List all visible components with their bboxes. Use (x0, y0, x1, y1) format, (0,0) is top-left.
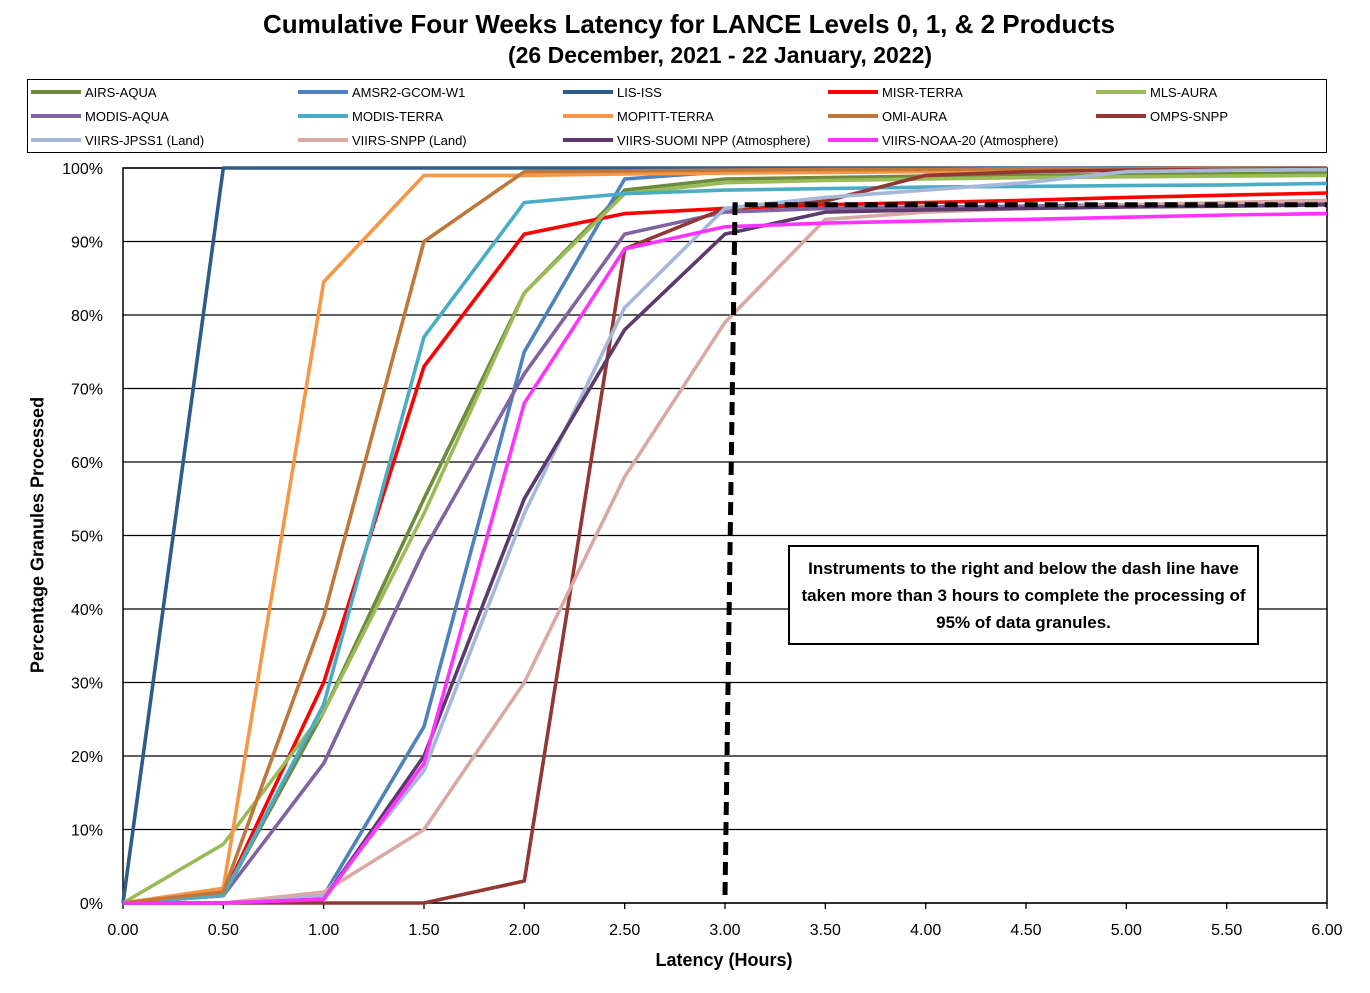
x-tick-label: 2.50 (609, 922, 640, 939)
legend-item: LIS-ISS (563, 80, 662, 104)
x-tick-label: 5.50 (1211, 922, 1242, 939)
legend-swatch (298, 90, 348, 94)
series-line (122, 173, 1328, 905)
chart-title: Cumulative Four Weeks Latency for LANCE … (263, 9, 1115, 39)
legend-swatch (298, 138, 348, 142)
legend-swatch (31, 90, 81, 94)
legend-item: OMI-AURA (828, 104, 947, 128)
legend-item: MOPITT-TERRA (563, 104, 714, 128)
threshold-dash-line (722, 202, 1327, 896)
legend-label: VIIRS-NOAA-20 (Atmosphere) (882, 132, 1059, 148)
series-line (123, 167, 1328, 905)
y-tick-label: 40% (71, 602, 103, 619)
y-tick-label: 20% (71, 749, 103, 766)
y-tick-label: 10% (71, 823, 103, 840)
x-tick-label: 4.50 (1010, 922, 1041, 939)
legend-swatch (563, 90, 613, 94)
x-tick-label: 5.00 (1111, 922, 1142, 939)
x-tick-label: 0.00 (107, 922, 138, 939)
annotation-text: Instruments to the right and below the d… (801, 558, 1246, 632)
x-axis-title: Latency (Hours) (655, 950, 793, 970)
x-tick-label: 0.50 (208, 922, 239, 939)
legend-label: MODIS-AQUA (85, 108, 169, 124)
legend-swatch (563, 114, 613, 118)
legend-label: MOPITT-TERRA (617, 108, 714, 124)
legend-swatch (1096, 90, 1146, 94)
legend-swatch (828, 90, 878, 94)
legend-swatch (563, 138, 613, 142)
legend-swatch (1096, 114, 1146, 118)
y-tick-label: 70% (71, 382, 103, 399)
x-tick-label: 2.00 (509, 922, 540, 939)
legend-label: MLS-AURA (1150, 84, 1218, 100)
y-tick-label: 0% (80, 896, 103, 913)
legend-label: MISR-TERRA (882, 84, 963, 100)
legend-item: MODIS-TERRA (298, 104, 443, 128)
legend-label: LIS-ISS (617, 84, 662, 100)
y-tick-label: 80% (71, 308, 103, 325)
annotation-box: Instruments to the right and below the d… (788, 545, 1259, 645)
y-tick-label: 90% (71, 235, 103, 252)
legend-label: AMSR2-GCOM-W1 (352, 84, 466, 100)
legend-item: VIIRS-SUOMI NPP (Atmosphere) (563, 128, 810, 152)
legend-swatch (828, 138, 878, 142)
legend-label: AIRS-AQUA (85, 84, 157, 100)
x-tick-label: 3.00 (709, 922, 740, 939)
legend-swatch (31, 138, 81, 142)
legend-item: AMSR2-GCOM-W1 (298, 80, 465, 104)
legend-item: MODIS-AQUA (31, 104, 169, 128)
x-tick-label: 1.00 (308, 922, 339, 939)
x-tick-label: 3.50 (810, 922, 841, 939)
legend-label: OMPS-SNPP (1150, 108, 1229, 124)
legend-swatch (828, 114, 878, 118)
legend-item: VIIRS-SNPP (Land) (298, 128, 467, 152)
series-line (123, 211, 1328, 905)
x-tick-label: 4.00 (910, 922, 941, 939)
x-tick-label: 6.00 (1311, 922, 1342, 939)
y-tick-label: 100% (62, 161, 103, 178)
legend-label: OMI-AURA (882, 108, 947, 124)
chart-legend: AIRS-AQUA AMSR2-GCOM-W1 LIS-ISS MISR-TERRA M… (27, 79, 1327, 153)
y-tick-label: 60% (71, 455, 103, 472)
y-axis-title: Percentage Granules Processed (27, 396, 48, 674)
legend-item: OMPS-SNPP (1096, 104, 1228, 128)
y-tick-label: 30% (71, 676, 103, 693)
chart-subtitle: (26 December, 2021 - 22 January, 2022) (507, 42, 933, 68)
series-line (122, 181, 1328, 905)
legend-swatch (31, 114, 81, 118)
legend-item: AIRS-AQUA (31, 80, 157, 104)
legend-item: MLS-AURA (1096, 80, 1217, 104)
legend-item: VIIRS-NOAA-20 (Atmosphere) (828, 128, 1058, 152)
legend-label: VIIRS-SNPP (Land) (352, 132, 467, 148)
legend-item: MISR-TERRA (828, 80, 963, 104)
legend-swatch (298, 114, 348, 118)
y-tick-label: 50% (71, 529, 103, 546)
legend-label: VIIRS-SUOMI NPP (Atmosphere) (617, 132, 811, 148)
x-tick-label: 1.50 (408, 922, 439, 939)
legend-item: VIIRS-JPSS1 (Land) (31, 128, 204, 152)
legend-label: VIIRS-JPSS1 (Land) (85, 132, 205, 148)
legend-label: MODIS-TERRA (352, 108, 443, 124)
